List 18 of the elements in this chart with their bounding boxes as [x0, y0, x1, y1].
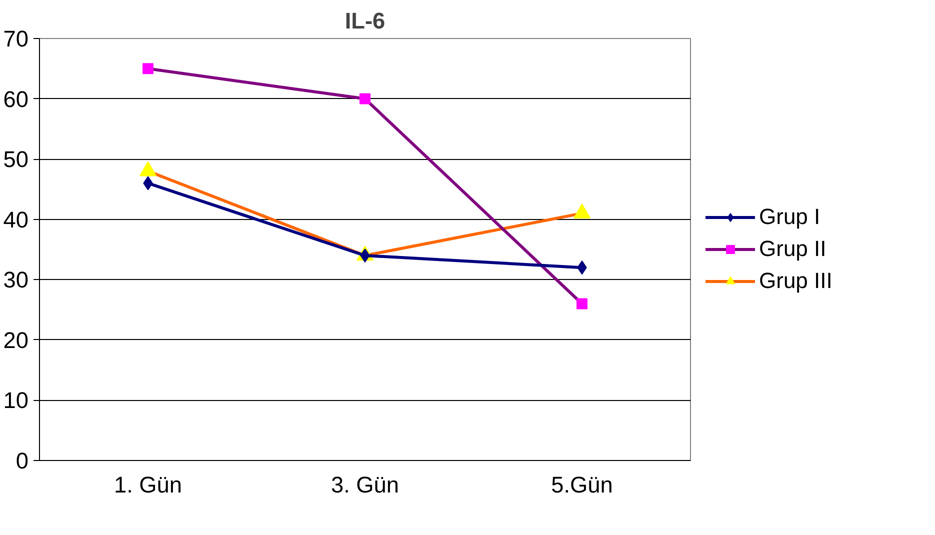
x-tick-label: 3. Gün	[330, 472, 400, 498]
point	[360, 93, 370, 104]
chart-title: IL-6	[344, 8, 386, 34]
y-tick-label: 70	[3, 26, 28, 52]
y-tick-label: 0	[16, 448, 29, 474]
y-tick-label: 60	[3, 86, 28, 112]
legend-label: Grup II	[759, 236, 828, 262]
y-tick-label: 20	[3, 326, 28, 353]
y-tick-label: 40	[3, 206, 28, 232]
point	[576, 298, 588, 310]
point	[142, 63, 154, 74]
legend-label: Grup III	[759, 268, 834, 294]
legend-label: Grup I	[759, 204, 822, 230]
y-tick-label: 50	[3, 146, 28, 172]
y-tick-label: 10	[3, 387, 28, 414]
x-tick-label: 1. Gün	[114, 472, 182, 498]
y-tick-label: 30	[3, 266, 28, 293]
x-tick-label: 5.Gün	[551, 472, 613, 498]
